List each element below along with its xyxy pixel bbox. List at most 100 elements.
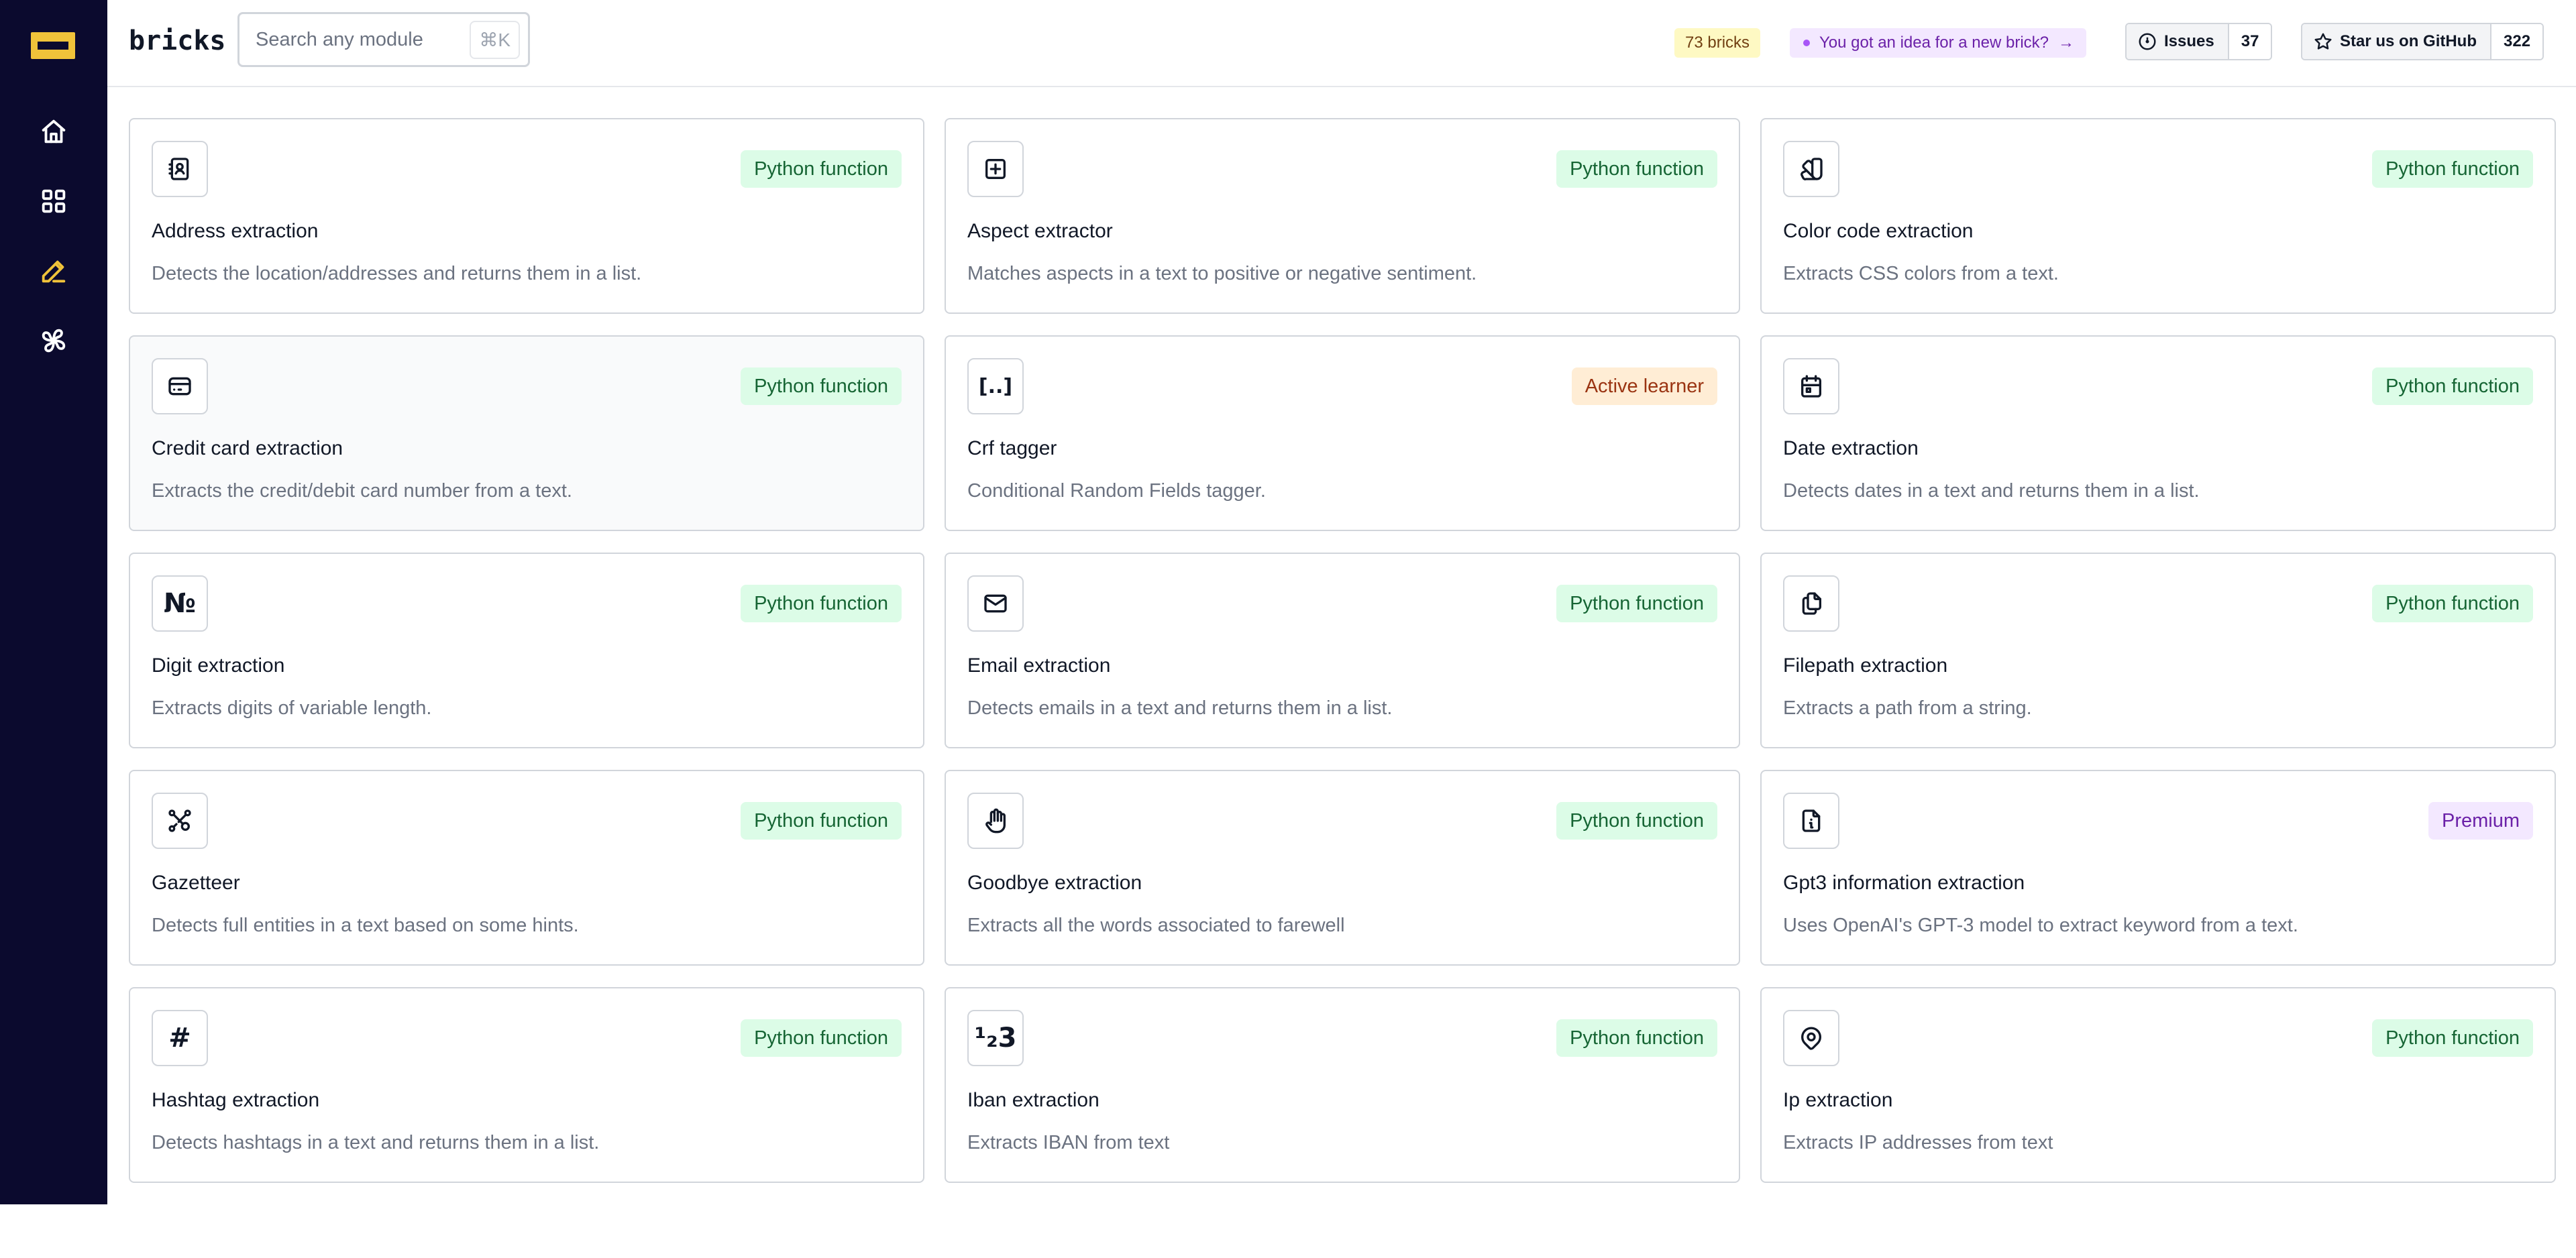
modules-grid-icon xyxy=(42,189,66,213)
module-description: Matches aspects in a text to positive or… xyxy=(967,263,1477,284)
module-description: Extracts digits of variable length. xyxy=(152,697,432,719)
module-description: Extracts IBAN from text xyxy=(967,1132,1170,1153)
bricks-count-badge: 73 bricks xyxy=(1674,28,1761,58)
module-type-badge: Premium xyxy=(2428,802,2533,840)
brand-name[interactable]: bricks xyxy=(129,25,226,56)
module-card[interactable]: Python function Ip extraction Extracts IP … xyxy=(1760,987,2556,1183)
module-description: Extracts a path from a string. xyxy=(1783,697,2032,719)
community-icon xyxy=(42,329,66,353)
issues-button[interactable]: Issues 37 xyxy=(2125,23,2273,60)
top-header: bricks Search any module ⌘K 73 bricks Yo… xyxy=(107,0,2576,87)
module-description: Extracts all the words associated to far… xyxy=(967,915,1345,936)
module-title: Address extraction xyxy=(152,220,319,242)
module-type-badge: Python function xyxy=(2372,150,2533,188)
module-card[interactable]: Python function Filepath extraction Extrac… xyxy=(1760,553,2556,748)
sidebar-item-home[interactable] xyxy=(34,111,74,152)
module-card[interactable]: Python function Aspect extractor Matches a… xyxy=(945,118,1740,314)
search-input[interactable]: Search any module ⌘K xyxy=(237,12,530,67)
module-card[interactable]: [..] Active learner Crf tagger Conditional … xyxy=(945,335,1740,531)
credit-card-icon xyxy=(152,358,208,414)
module-type-badge: Python function xyxy=(2372,367,2533,405)
module-title: Goodbye extraction xyxy=(967,872,1142,894)
home-icon xyxy=(42,119,66,144)
square-plus-icon xyxy=(967,141,1024,197)
module-title: Filepath extraction xyxy=(1783,654,1948,677)
github-star-button[interactable]: Star us on GitHub 322 xyxy=(2301,23,2544,60)
issues-label: Issues xyxy=(2164,32,2214,50)
module-title: Crf tagger xyxy=(967,437,1057,459)
module-title: Hashtag extraction xyxy=(152,1089,320,1111)
search-placeholder: Search any module xyxy=(256,28,423,50)
module-title: Color code extraction xyxy=(1783,220,1974,242)
module-grid: Python function Address extraction Detects… xyxy=(129,118,2556,1258)
map-pin-icon xyxy=(1783,1010,1839,1066)
sidebar xyxy=(0,0,107,1204)
sidebar-item-modules[interactable] xyxy=(34,181,74,221)
idea-dot-icon xyxy=(1803,40,1810,46)
module-title: Aspect extractor xyxy=(967,220,1113,242)
module-card[interactable]: Premium Gpt3 information extraction Uses O… xyxy=(1760,770,2556,966)
numero-icon: № xyxy=(152,575,208,632)
module-title: Gazetteer xyxy=(152,872,240,894)
module-type-badge: Python function xyxy=(741,585,902,622)
module-card[interactable]: Python function Color code extraction Extr… xyxy=(1760,118,2556,314)
module-description: Detects dates in a text and returns them… xyxy=(1783,480,2200,502)
module-type-badge: Python function xyxy=(1556,802,1717,840)
star-label: Star us on GitHub xyxy=(2340,32,2477,50)
brackets-dots-icon: [..] xyxy=(967,358,1024,414)
module-card[interactable]: Python function Address extraction Detects… xyxy=(129,118,924,314)
issue-circle-icon xyxy=(2139,33,2156,50)
star-count: 322 xyxy=(2504,32,2531,50)
sidebar-item-community[interactable] xyxy=(34,321,74,361)
module-card[interactable]: ¹₂3 Python function Iban extraction Extract… xyxy=(945,987,1740,1183)
module-title: Email extraction xyxy=(967,654,1111,677)
module-description: Detects hashtags in a text and returns t… xyxy=(152,1132,600,1153)
edit-icon xyxy=(42,260,66,283)
module-card[interactable]: № Python function Digit extraction Extracts… xyxy=(129,553,924,748)
module-description: Conditional Random Fields tagger. xyxy=(967,480,1266,502)
numbers-icon: ¹₂3 xyxy=(967,1010,1024,1066)
module-description: Uses OpenAI's GPT-3 model to extract key… xyxy=(1783,915,2298,936)
search-shortcut-badge: ⌘K xyxy=(470,20,520,59)
file-info-icon xyxy=(1783,793,1839,849)
sidebar-item-edit[interactable] xyxy=(34,251,74,291)
module-card[interactable]: Python function Goodbye extraction Extract… xyxy=(945,770,1740,966)
module-card[interactable]: Python function Credit card extraction Ext… xyxy=(129,335,924,531)
module-title: Digit extraction xyxy=(152,654,285,677)
module-type-badge: Python function xyxy=(741,1019,902,1057)
hashtag-icon: # xyxy=(152,1010,208,1066)
module-card[interactable]: Python function Gazetteer Detects full ent… xyxy=(129,770,924,966)
address-book-icon xyxy=(152,141,208,197)
module-type-badge: Python function xyxy=(1556,1019,1717,1057)
module-description: Detects the location/addresses and retur… xyxy=(152,263,642,284)
module-type-badge: Python function xyxy=(2372,585,2533,622)
module-description: Extracts IP addresses from text xyxy=(1783,1132,2053,1153)
module-title: Date extraction xyxy=(1783,437,1919,459)
module-description: Detects emails in a text and returns the… xyxy=(967,697,1393,719)
module-description: Extracts CSS colors from a text. xyxy=(1783,263,2059,284)
issues-count: 37 xyxy=(2241,32,2259,50)
affiliate-icon xyxy=(152,793,208,849)
module-title: Gpt3 information extraction xyxy=(1783,872,2025,894)
star-icon xyxy=(2314,33,2332,50)
bricks-logo[interactable] xyxy=(31,32,75,59)
color-swatch-icon xyxy=(1783,141,1839,197)
mail-icon xyxy=(967,575,1024,632)
module-title: Ip extraction xyxy=(1783,1089,1893,1111)
module-description: Detects full entities in a text based on… xyxy=(152,915,579,936)
module-description: Extracts the credit/debit card number fr… xyxy=(152,480,572,502)
arrow-right-icon: → xyxy=(2058,34,2075,52)
module-title: Credit card extraction xyxy=(152,437,343,459)
module-card[interactable]: # Python function Hashtag extraction Detect… xyxy=(129,987,924,1183)
module-type-badge: Python function xyxy=(741,367,902,405)
module-type-badge: Python function xyxy=(1556,585,1717,622)
module-type-badge: Python function xyxy=(741,802,902,840)
module-card[interactable]: Python function Email extraction Detects e… xyxy=(945,553,1740,748)
module-type-badge: Python function xyxy=(1556,150,1717,188)
idea-link[interactable]: You got an idea for a new brick? → xyxy=(1790,28,2087,58)
module-card[interactable]: Python function Date extraction Detects da… xyxy=(1760,335,2556,531)
module-type-badge: Python function xyxy=(2372,1019,2533,1057)
calendar-icon xyxy=(1783,358,1839,414)
idea-label: You got an idea for a new brick? xyxy=(1819,34,2049,52)
files-icon xyxy=(1783,575,1839,632)
